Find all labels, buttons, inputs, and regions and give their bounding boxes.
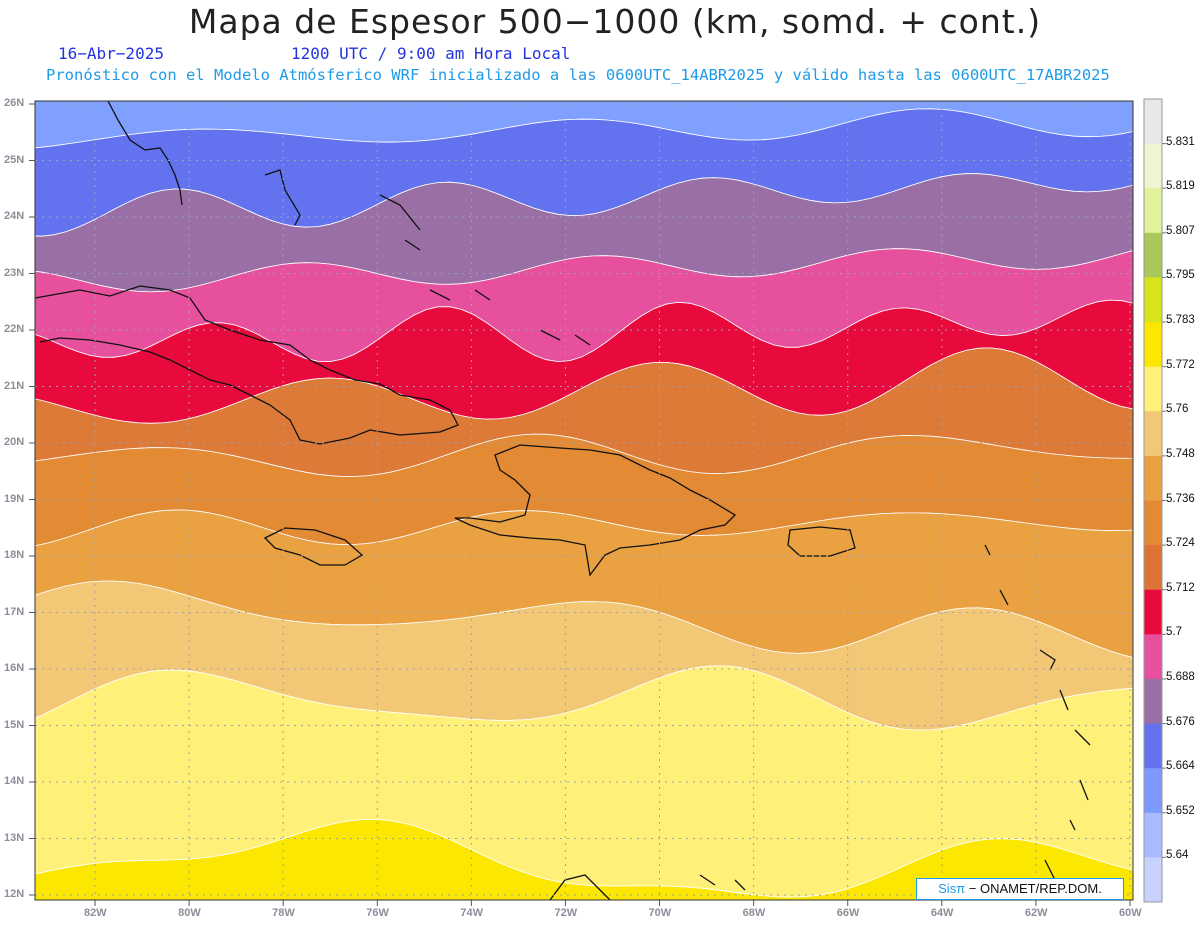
colorbar-label: 5.807 [1166,224,1195,237]
colorbar-label: 5.736 [1166,492,1195,505]
lon-tick-label: 64W [930,907,954,919]
thickness-band [35,818,1133,900]
colorbar-label: 5.772 [1166,358,1195,371]
colorbar-swatch [1144,99,1162,145]
colorbar-swatch [1144,768,1162,814]
colorbar-swatch [1144,322,1162,368]
lat-tick-label: 19N [4,492,25,505]
colorbar-label: 5.712 [1166,581,1195,594]
lat-tick-label: 16N [4,662,25,674]
lat-tick-label: 12N [4,888,25,900]
lat-tick-label: 15N [4,718,25,731]
colorbar-swatch [1144,411,1162,457]
lon-tick-label: 60W [1119,907,1142,919]
lon-tick-label: 68W [742,907,766,919]
lesser-antilles-coastline [984,544,1091,881]
colorbar-swatch [1144,589,1162,635]
colorbar-label: 5.676 [1166,715,1195,728]
colorbar-label: 5.688 [1166,670,1195,683]
lat-tick-label: 14N [4,775,25,787]
lat-tick-label: 26N [4,97,25,109]
colorbar-swatch [1144,232,1162,278]
lat-tick-label: 20N [4,436,25,448]
colorbar-label: 5.831 [1166,135,1195,148]
lat-tick-label: 23N [4,266,25,279]
colorbar-swatch [1144,366,1162,412]
colorbar-label: 5.783 [1166,314,1195,327]
hispaniola-coastline [454,444,737,577]
date-label: 16−Abr−2025 [58,44,164,63]
lat-tick-label: 24N [4,210,25,222]
forecast-note: Pronóstico con el Modelo Atmósferico WRF… [46,66,1110,84]
south-america-coastline [549,874,746,900]
colorbar-label: 5.64 [1166,849,1189,862]
puerto-rico-coastline [787,526,856,557]
lon-tick-label: 62W [1024,907,1048,919]
time-label: 1200 UTC / 9:00 am Hora Local [291,44,571,63]
colorbar-label: 5.795 [1166,269,1195,282]
colorbar-label: 5.819 [1166,180,1195,193]
colorbar-swatch [1144,812,1162,858]
lon-tick-label: 82W [84,907,107,919]
sispi-logo-text: Sisπ [938,881,966,896]
map-title: Mapa de Espesor 500−1000 (km, somd. + co… [188,2,1042,41]
colorbar-label: 5.664 [1166,760,1195,773]
colorbar-swatch [1144,678,1162,725]
lon-tick-label: 80W [178,907,201,919]
lat-tick-label: 21N [4,379,25,392]
lat-tick-label: 13N [4,831,25,844]
lon-tick-label: 76W [366,907,389,919]
colorbar-swatch [1144,455,1162,501]
lon-tick-label: 70W [648,907,672,919]
lat-tick-label: 17N [4,605,25,618]
florida-coastline [107,101,183,206]
lon-tick-label: 72W [554,907,578,919]
cuba-coastline [35,285,459,445]
credit-box: Sisπ − ONAMET/REP.DOM. [916,878,1124,900]
colorbar-swatch [1144,545,1162,591]
colorbar-swatch [1144,857,1162,903]
lon-tick-label: 66W [836,907,860,919]
colorbar-swatch [1144,277,1162,323]
colorbar-swatch [1144,500,1162,546]
lon-tick-label: 74W [460,907,483,919]
colorbar-swatch [1144,723,1162,769]
colorbar-label: 5.76 [1166,403,1189,416]
map-frame [34,100,1134,901]
colorbar-label: 5.652 [1166,804,1195,817]
jamaica-coastline [263,527,364,566]
colorbar-swatch [1144,188,1162,234]
colorbar-label: 5.748 [1166,447,1195,460]
colorbar-label: 5.7 [1166,626,1182,639]
bahamas-islands [264,169,591,346]
colorbar-swatch [1144,143,1162,189]
lat-tick-label: 22N [4,323,25,335]
credit-text: − ONAMET/REP.DOM. [968,881,1102,896]
lat-tick-label: 25N [4,153,25,166]
lat-tick-label: 18N [4,549,25,561]
lon-tick-label: 78W [272,907,295,919]
colorbar-swatch [1144,634,1162,680]
colorbar-label: 5.724 [1166,537,1195,550]
